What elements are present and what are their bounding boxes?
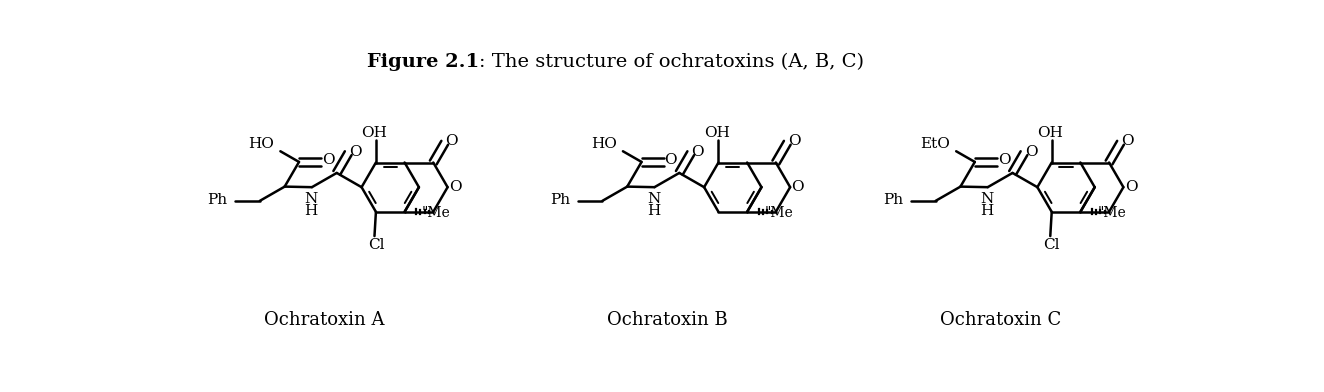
- Text: Ph: Ph: [551, 193, 571, 207]
- Text: O: O: [691, 145, 704, 159]
- Text: : The structure of ochratoxins (A, B, C): : The structure of ochratoxins (A, B, C): [479, 53, 865, 71]
- Text: O: O: [788, 134, 801, 148]
- Text: Ph: Ph: [883, 193, 903, 207]
- Text: O: O: [998, 153, 1010, 167]
- Text: EtO: EtO: [920, 137, 951, 151]
- Text: Ph: Ph: [208, 193, 228, 207]
- Text: "Me: "Me: [764, 207, 793, 220]
- Text: OH: OH: [704, 125, 730, 140]
- Text: N: N: [305, 192, 318, 206]
- Text: O: O: [350, 145, 361, 159]
- Text: O: O: [1121, 134, 1133, 148]
- Text: O: O: [1025, 145, 1037, 159]
- Text: Figure 2.1: Figure 2.1: [367, 53, 479, 71]
- Text: HO: HO: [249, 137, 274, 151]
- Text: N: N: [647, 192, 661, 206]
- Text: Cl: Cl: [1043, 238, 1061, 252]
- Text: Ochratoxin A: Ochratoxin A: [263, 310, 385, 328]
- Text: "Me: "Me: [1098, 207, 1127, 220]
- Text: HO: HO: [591, 137, 617, 151]
- Text: O: O: [445, 134, 458, 148]
- Text: O: O: [1125, 180, 1137, 194]
- Text: H: H: [980, 204, 993, 218]
- Text: OH: OH: [361, 125, 388, 140]
- Text: H: H: [647, 204, 661, 218]
- Text: O: O: [792, 180, 804, 194]
- Text: O: O: [665, 153, 677, 167]
- Text: O: O: [449, 180, 462, 194]
- Text: O: O: [322, 153, 335, 167]
- Text: Cl: Cl: [368, 238, 384, 252]
- Text: N: N: [980, 192, 993, 206]
- Text: Ochratoxin B: Ochratoxin B: [606, 310, 727, 328]
- Text: Ochratoxin C: Ochratoxin C: [940, 310, 1061, 328]
- Text: H: H: [305, 204, 318, 218]
- Text: "Me: "Me: [422, 207, 450, 220]
- Text: OH: OH: [1037, 125, 1063, 140]
